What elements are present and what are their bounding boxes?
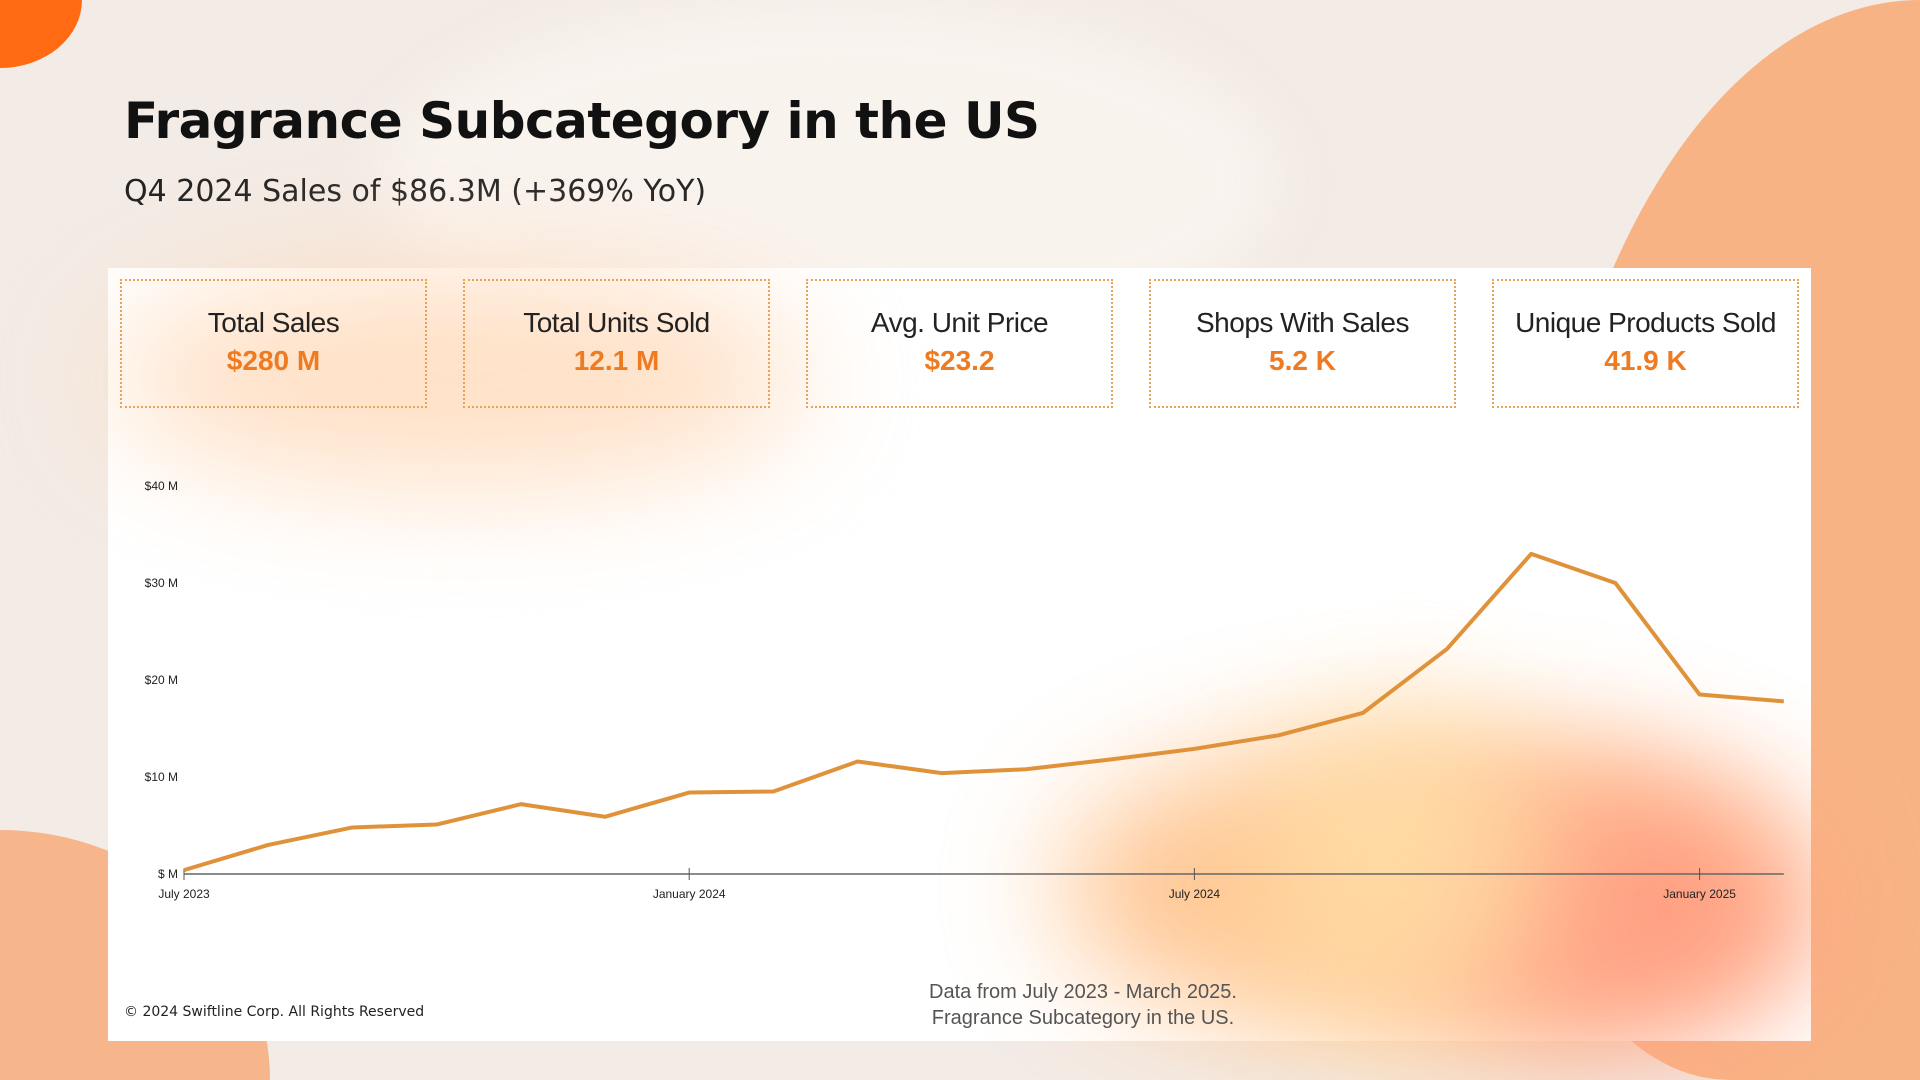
y-tick-label: $30 M	[145, 576, 178, 590]
source-line-1: Data from July 2023 - March 2025.	[929, 981, 1237, 1003]
x-tick-label: January 2024	[653, 887, 726, 901]
series-line	[183, 551, 1784, 873]
x-tick-label: July 2023	[158, 887, 210, 901]
chart-panel: Total Sales $280 M Total Units Sold 12.1 M…	[108, 268, 1811, 1041]
x-tick-label: January 2025	[1663, 887, 1736, 901]
y-tick-label: $ M	[158, 867, 178, 881]
y-tick-label: $10 M	[145, 770, 178, 784]
kpi-value: $23.2	[924, 345, 995, 376]
page-title: Fragrance Subcategory in the US	[124, 92, 1040, 150]
kpi-label: Total Sales	[207, 307, 340, 338]
x-tick-label: July 2024	[1169, 887, 1221, 901]
panel-glow	[1258, 718, 1558, 1018]
sales-line-chart: $ M $10 M $20 M $30 M $40 M July 2023 January …	[145, 479, 1784, 901]
copyright: © 2024 Swiftline Corp. All Rights Reserv…	[124, 1004, 425, 1020]
kpi-avg-price: Avg. Unit Price $23.2	[806, 279, 1113, 408]
kpi-value: 12.1 M	[573, 345, 660, 376]
kpi-total-units: Total Units Sold 12.1 M	[463, 279, 770, 408]
kpi-value: 41.9 K	[1604, 345, 1687, 376]
kpi-total-sales: Total Sales $280 M	[120, 279, 427, 408]
panel-glow	[108, 268, 808, 488]
y-tick-label: $40 M	[145, 479, 178, 493]
kpi-value: 5.2 K	[1269, 345, 1336, 376]
kpi-label: Shops With Sales	[1196, 307, 1410, 338]
page-subtitle: Q4 2024 Sales of $86.3M (+369% YoY)	[124, 174, 707, 209]
kpi-shops: Shops With Sales 5.2 K	[1149, 279, 1456, 408]
background-dot	[0, 0, 82, 68]
y-tick-label: $20 M	[145, 673, 178, 687]
source-line-2: Fragrance Subcategory in the US.	[931, 1007, 1235, 1029]
kpi-label: Unique Products Sold	[1515, 307, 1776, 338]
kpi-value: $280 M	[226, 345, 321, 376]
kpi-unique-products: Unique Products Sold 41.9 K	[1492, 279, 1799, 408]
kpi-label: Total Units Sold	[523, 307, 710, 338]
kpi-label: Avg. Unit Price	[870, 307, 1049, 338]
